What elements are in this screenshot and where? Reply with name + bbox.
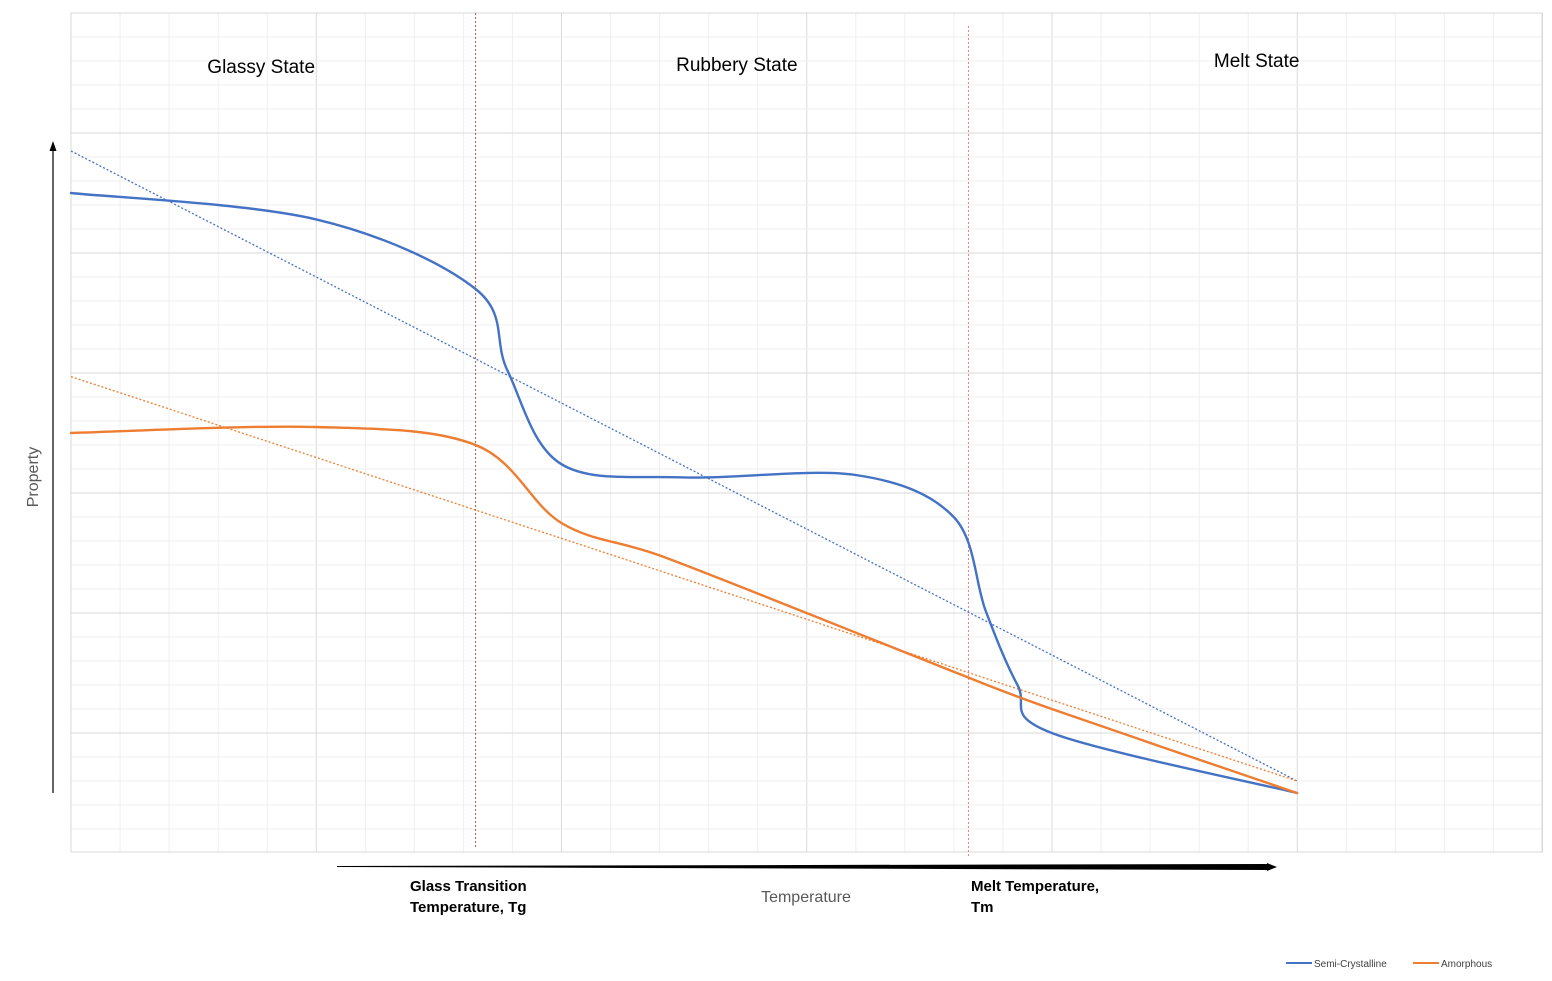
legend-label-semi-crystalline: Semi-Crystalline <box>1314 959 1387 970</box>
region-label-rubbery-state: Rubbery State <box>676 55 797 76</box>
gridlines <box>70 12 1543 852</box>
annotation-labels: Glass Transition Temperature, Tg Melt Temp… <box>410 878 1099 916</box>
annotation-line: Temperature, Tg <box>410 899 526 916</box>
series-lines <box>69 191 1299 795</box>
region-label-glassy-state: Glassy State <box>207 57 315 78</box>
x-axis-arrow-head <box>1267 863 1277 871</box>
x-axis-title: Temperature <box>761 889 851 906</box>
region-label-melt-state: Melt State <box>1214 51 1300 72</box>
tg-annotation: Glass Transition Temperature, Tg <box>410 878 527 916</box>
legend-label-amorphous: Amorphous <box>1441 959 1492 970</box>
tm-annotation: Melt Temperature, Tm <box>971 878 1099 916</box>
legend: Semi-Crystalline Amorphous <box>1286 959 1492 970</box>
semi-crystalline-trendline <box>70 150 1298 782</box>
semi-crystalline-series-line <box>69 191 1299 795</box>
annotation-line: Tm <box>971 899 994 916</box>
amorphous-series-line <box>69 425 1299 795</box>
region-labels: Glassy State Rubbery State Melt State <box>207 51 1299 78</box>
annotation-line: Glass Transition <box>410 878 527 895</box>
trendlines <box>70 150 1298 782</box>
vertical-markers <box>475 13 969 856</box>
amorphous-trendline <box>70 375 1298 782</box>
axis-arrows <box>49 141 1277 871</box>
y-axis-title: Property <box>25 447 42 507</box>
y-axis-arrow-head <box>49 141 57 151</box>
x-axis-arrow-line <box>337 864 1268 870</box>
annotation-line: Melt Temperature, <box>971 878 1099 895</box>
